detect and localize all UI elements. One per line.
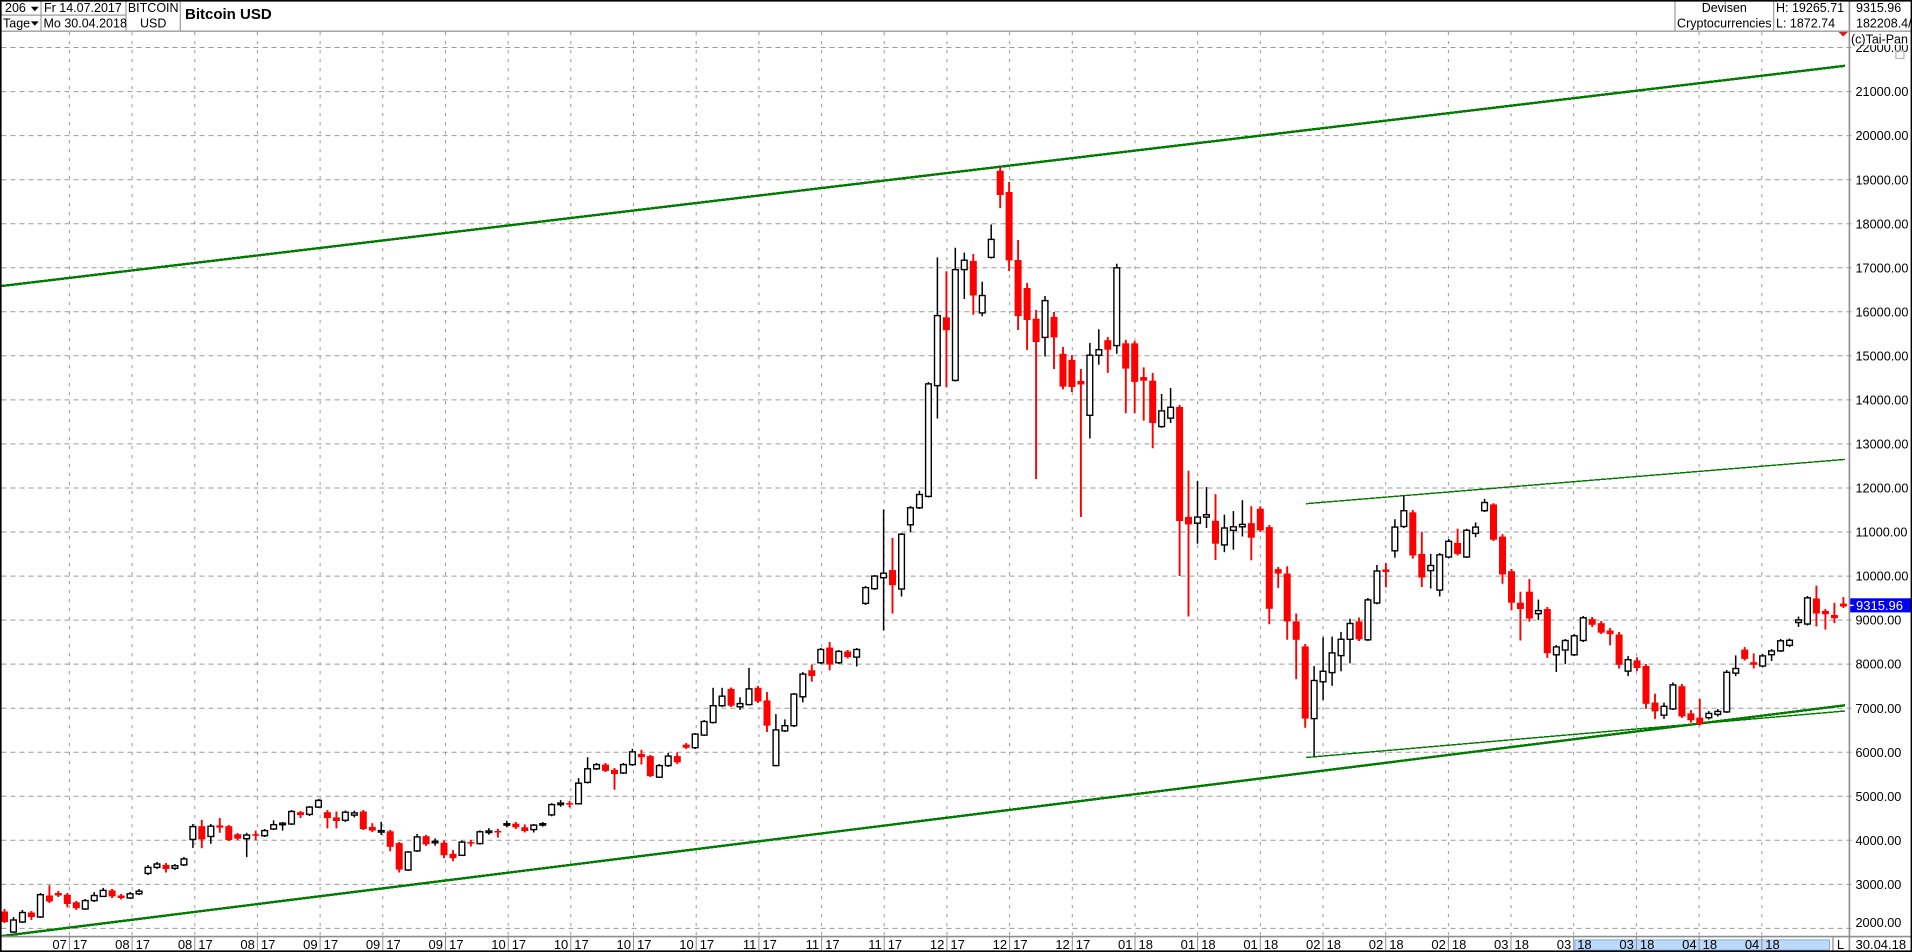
- svg-text:30.04.18: 30.04.18: [1856, 937, 1907, 952]
- svg-text:01: 01: [1118, 937, 1132, 952]
- svg-text:08: 08: [115, 937, 129, 952]
- svg-text:13000.00: 13000.00: [1856, 438, 1909, 452]
- svg-text:L: 1872.74: L: 1872.74: [1776, 16, 1835, 30]
- svg-text:07: 07: [52, 937, 66, 952]
- svg-text:(c)Tai-Pan: (c)Tai-Pan: [1851, 32, 1908, 46]
- svg-text:10: 10: [679, 937, 693, 952]
- svg-text:BITCOIN: BITCOIN: [128, 1, 179, 15]
- svg-text:10: 10: [554, 937, 568, 952]
- svg-text:L: L: [1837, 937, 1844, 952]
- svg-text:18: 18: [1640, 937, 1654, 952]
- svg-text:11000.00: 11000.00: [1856, 526, 1908, 540]
- svg-text:18: 18: [1765, 937, 1779, 952]
- svg-text:20000.00: 20000.00: [1856, 129, 1909, 143]
- svg-text:08: 08: [178, 937, 192, 952]
- svg-text:17: 17: [700, 937, 714, 952]
- svg-text:17: 17: [1013, 937, 1027, 952]
- svg-text:17: 17: [449, 937, 463, 952]
- svg-text:Mo 30.04.2018: Mo 30.04.2018: [44, 16, 127, 30]
- svg-text:18: 18: [1327, 937, 1341, 952]
- svg-text:USD: USD: [140, 16, 166, 30]
- svg-text:03: 03: [1494, 937, 1508, 952]
- svg-text:18: 18: [1452, 937, 1466, 952]
- svg-text:12: 12: [1055, 937, 1069, 952]
- svg-text:6000.00: 6000.00: [1856, 746, 1902, 760]
- svg-text:19000.00: 19000.00: [1856, 173, 1909, 187]
- svg-text:15000.00: 15000.00: [1856, 349, 1909, 363]
- svg-text:17: 17: [825, 937, 839, 952]
- svg-text:Tage: Tage: [3, 16, 30, 30]
- svg-text:206: 206: [5, 1, 26, 15]
- svg-text:04: 04: [1745, 937, 1759, 952]
- svg-text:2000.00: 2000.00: [1856, 916, 1902, 930]
- svg-text:18: 18: [1201, 937, 1215, 952]
- svg-text:16000.00: 16000.00: [1856, 305, 1909, 319]
- svg-text:09: 09: [366, 937, 380, 952]
- svg-text:17: 17: [73, 937, 87, 952]
- svg-text:17: 17: [324, 937, 338, 952]
- svg-text:09: 09: [429, 937, 443, 952]
- svg-text:17: 17: [136, 937, 150, 952]
- svg-text:17: 17: [1076, 937, 1090, 952]
- svg-text:Cryptocurrencies: Cryptocurrencies: [1677, 16, 1771, 30]
- svg-text:17: 17: [762, 937, 776, 952]
- svg-text:Bitcoin USD: Bitcoin USD: [185, 6, 272, 23]
- svg-text:18: 18: [1577, 937, 1591, 952]
- svg-text:04: 04: [1682, 937, 1696, 952]
- svg-text:10000.00: 10000.00: [1856, 570, 1909, 584]
- svg-text:11: 11: [743, 937, 757, 952]
- svg-text:17000.00: 17000.00: [1856, 261, 1909, 275]
- svg-text:17: 17: [512, 937, 526, 952]
- svg-text:5000.00: 5000.00: [1856, 790, 1902, 804]
- svg-text:8000.00: 8000.00: [1856, 658, 1902, 672]
- svg-text:17: 17: [574, 937, 588, 952]
- svg-text:03: 03: [1619, 937, 1633, 952]
- svg-text:3000.00: 3000.00: [1856, 878, 1902, 892]
- svg-text:01: 01: [1181, 937, 1195, 952]
- svg-text:12000.00: 12000.00: [1856, 482, 1909, 496]
- svg-text:4000.00: 4000.00: [1856, 834, 1902, 848]
- svg-text:01: 01: [1243, 937, 1257, 952]
- svg-text:18: 18: [1139, 937, 1153, 952]
- svg-text:17: 17: [198, 937, 212, 952]
- svg-text:9000.00: 9000.00: [1856, 614, 1902, 628]
- svg-text:02: 02: [1306, 937, 1320, 952]
- svg-text:18: 18: [1515, 937, 1529, 952]
- svg-text:18: 18: [1389, 937, 1403, 952]
- svg-text:H: 19265.71: H: 19265.71: [1776, 1, 1844, 15]
- svg-text:7000.00: 7000.00: [1856, 702, 1902, 716]
- svg-text:11: 11: [868, 937, 882, 952]
- svg-text:17: 17: [888, 937, 902, 952]
- svg-text:09: 09: [303, 937, 317, 952]
- svg-text:Devisen: Devisen: [1702, 1, 1747, 15]
- svg-text:9315.96: 9315.96: [1856, 1, 1901, 15]
- svg-text:17: 17: [950, 937, 964, 952]
- svg-text:11: 11: [806, 937, 820, 952]
- svg-text:03: 03: [1557, 937, 1571, 952]
- svg-text:10: 10: [617, 937, 631, 952]
- svg-text:Fr 14.07.2017: Fr 14.07.2017: [44, 1, 122, 15]
- svg-text:9315.96: 9315.96: [1856, 598, 1903, 613]
- svg-text:17: 17: [386, 937, 400, 952]
- svg-text:21000.00: 21000.00: [1856, 85, 1909, 99]
- svg-text:18000.00: 18000.00: [1856, 217, 1909, 231]
- svg-text:17: 17: [637, 937, 651, 952]
- svg-text:12: 12: [993, 937, 1007, 952]
- svg-text:02: 02: [1369, 937, 1383, 952]
- svg-text:182208.4/: 182208.4/: [1856, 16, 1912, 30]
- svg-text:08: 08: [240, 937, 254, 952]
- svg-text:18: 18: [1264, 937, 1278, 952]
- svg-text:10: 10: [491, 937, 505, 952]
- svg-text:17: 17: [261, 937, 275, 952]
- svg-text:14000.00: 14000.00: [1856, 394, 1909, 408]
- svg-text:02: 02: [1431, 937, 1445, 952]
- svg-text:12: 12: [930, 937, 944, 952]
- svg-text:18: 18: [1703, 937, 1717, 952]
